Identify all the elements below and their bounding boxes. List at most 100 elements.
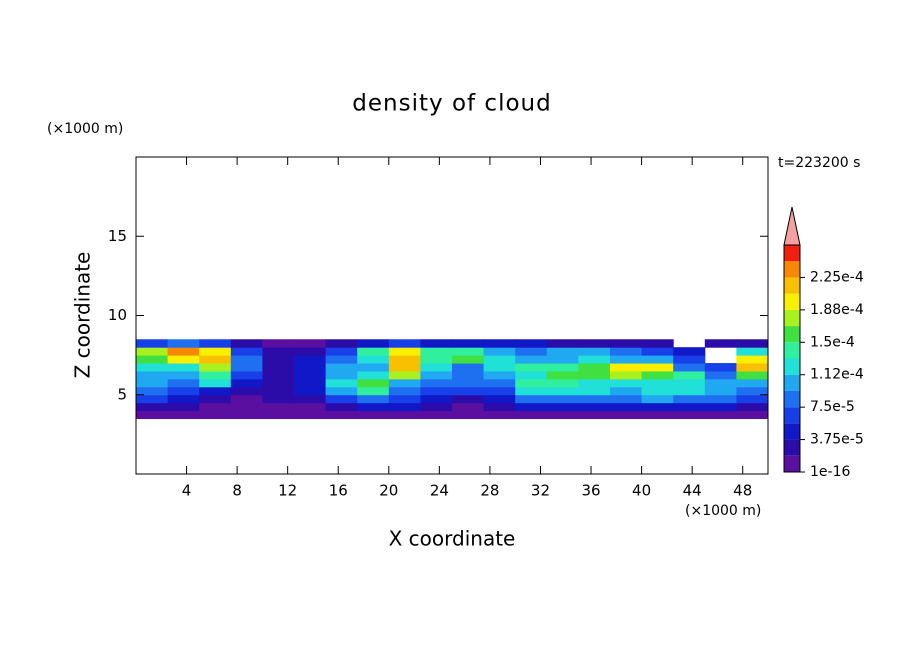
contour-cell [483, 410, 516, 420]
contour-cell [136, 378, 169, 388]
contour-cell [136, 339, 169, 348]
contour-cell [388, 339, 421, 348]
colorbar-band [784, 374, 800, 391]
contour-cell [294, 339, 327, 348]
contour-cell [136, 355, 169, 364]
contour-cell [736, 378, 769, 388]
contour-cell [262, 370, 295, 380]
contour-cell [673, 370, 706, 380]
contour-cell [325, 347, 358, 356]
colorbar-band [784, 342, 800, 359]
colorbar-tick-label: 1.12e-4 [810, 367, 864, 383]
contour-cell [420, 363, 453, 372]
contour-cell [167, 394, 200, 404]
contour-cell [357, 355, 390, 364]
contour-cell [452, 347, 485, 356]
contour-cell [420, 378, 453, 388]
contour-cell [136, 410, 169, 420]
contour-cell [357, 386, 390, 396]
colorbar-band [784, 261, 800, 278]
contour-cell [230, 410, 263, 420]
contour-cell [483, 370, 516, 380]
contour-cell [388, 378, 421, 388]
contour-cell [388, 355, 421, 364]
contour-cell [136, 394, 169, 404]
contour-cell [578, 355, 611, 364]
contour-cell [388, 410, 421, 420]
contour-cell [515, 339, 548, 348]
colorbar-frame [783, 244, 801, 473]
contour-cell [294, 394, 327, 404]
contour-cell [673, 347, 706, 356]
contour-cell [199, 363, 232, 372]
plot-frame [135, 156, 769, 475]
contour-cell [388, 402, 421, 412]
contour-cell [262, 339, 295, 348]
contour-cell [515, 394, 548, 404]
contour-cell [483, 402, 516, 412]
contour-cell [641, 410, 674, 420]
contour-cell [578, 394, 611, 404]
contour-cell [736, 394, 769, 404]
contour-cell [546, 339, 579, 348]
contour-cell [673, 355, 706, 364]
contour-cell [452, 363, 485, 372]
contour-cell [167, 339, 200, 348]
contour-cell [483, 355, 516, 364]
contour-cell [230, 339, 263, 348]
contour-cell [452, 370, 485, 380]
contour-cell [294, 410, 327, 420]
contour-cell [357, 370, 390, 380]
x-tick-label: 40 [632, 482, 651, 500]
contour-cell [546, 355, 579, 364]
contour-cell [199, 402, 232, 412]
contour-cell [483, 339, 516, 348]
contour-cell [325, 402, 358, 412]
contour-cell [420, 394, 453, 404]
contour-cell [515, 410, 548, 420]
contour-cell [167, 347, 200, 356]
contour-cell [357, 378, 390, 388]
colorbar-tick-label: 1e-16 [810, 464, 850, 480]
contour-cell [325, 370, 358, 380]
contour-cell [262, 386, 295, 396]
x-tick-label: 12 [278, 482, 297, 500]
contour-cell [199, 378, 232, 388]
contour-cell [167, 378, 200, 388]
contour-cell [546, 402, 579, 412]
contour-cell [262, 394, 295, 404]
contour-cell [704, 370, 737, 380]
contour-cell [578, 363, 611, 372]
contour-cell [641, 386, 674, 396]
contour-cell [483, 386, 516, 396]
contour-cell [673, 363, 706, 372]
time-annotation: t=223200 s [778, 155, 860, 171]
contour-cell [167, 402, 200, 412]
x-tick-label: 8 [232, 482, 242, 500]
contour-cell [262, 402, 295, 412]
contour-cell [420, 386, 453, 396]
contour-cell [610, 410, 643, 420]
contour-cell [452, 394, 485, 404]
contour-cell [420, 339, 453, 348]
contour-cell [420, 402, 453, 412]
contour-cell [167, 355, 200, 364]
contour-cell [452, 355, 485, 364]
contour-cell [230, 370, 263, 380]
contour-cell [515, 386, 548, 396]
contour-cell [199, 410, 232, 420]
contour-cell [578, 347, 611, 356]
x-axis-label: X coordinate [389, 527, 516, 551]
contour-cell [357, 339, 390, 348]
contour-cell [546, 378, 579, 388]
contour-cell [673, 402, 706, 412]
contour-cell [325, 363, 358, 372]
contour-cell [546, 410, 579, 420]
colorbar-tick-label: 7.5e-5 [810, 399, 855, 415]
colorbar-tick-label: 1.5e-4 [810, 334, 855, 350]
y-tick-label: 10 [108, 306, 127, 324]
contour-cell [294, 347, 327, 356]
contour-cell [704, 378, 737, 388]
contour-cell [641, 355, 674, 364]
contour-cell [641, 394, 674, 404]
